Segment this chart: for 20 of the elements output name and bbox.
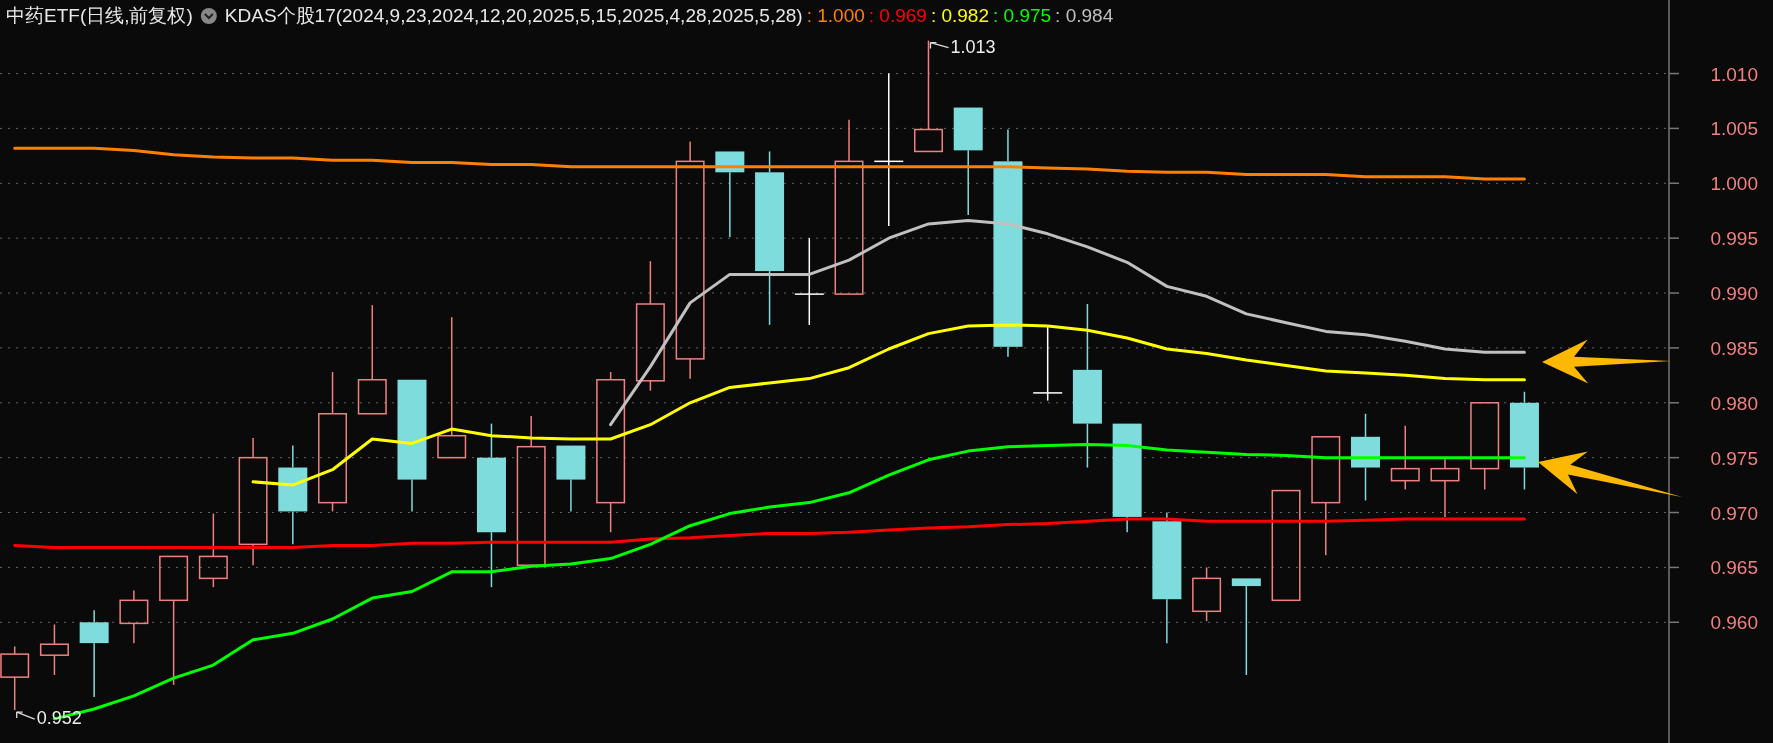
text: : 1.000 [806,5,865,26]
y-tick-label: 0.985 [1710,337,1758,359]
y-tick-label: 0.980 [1710,392,1758,414]
text: : 0.984 [1055,5,1114,26]
y-tick-label: 0.995 [1710,228,1758,250]
y-tick-label: 0.965 [1710,557,1758,579]
y-tick-label: 1.010 [1710,63,1758,85]
text: : 0.969 [868,5,927,26]
annotation: 1.013 [950,36,996,57]
text: : 0.982 [930,5,989,26]
y-tick-label: 1.005 [1710,118,1758,140]
y-tick-label: 0.975 [1710,447,1758,469]
y-tick-label: 0.990 [1710,283,1758,305]
text: : 0.975 [993,5,1052,26]
y-tick-label: 1.000 [1710,173,1758,195]
chart-title: 中药ETF(日线,前复权) [6,5,193,26]
y-tick-label: 0.960 [1710,612,1758,634]
annotation: 0.952 [36,708,82,729]
chart-subtitle: KDAS个股17(2024,9,23,2024,12,20,2025,5,15,2025,4,28,2025,5,28) [224,5,803,26]
y-tick-label: 0.970 [1710,502,1758,524]
